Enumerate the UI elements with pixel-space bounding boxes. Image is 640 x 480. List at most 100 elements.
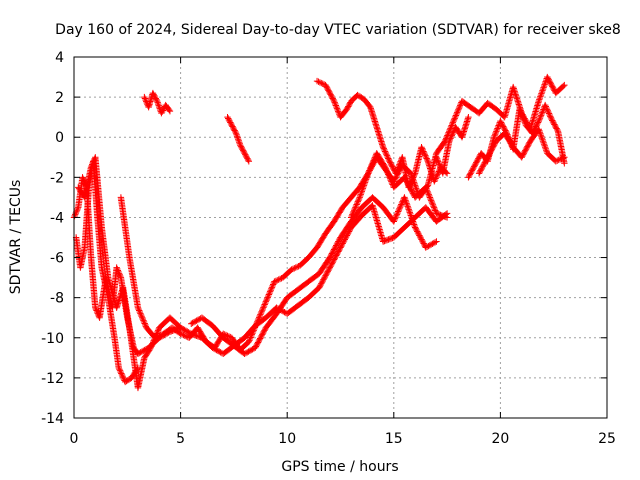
trail-marker [316,283,324,290]
trail-marker [349,211,356,218]
trail-marker [114,265,121,273]
trail-marker [480,162,487,169]
trail-marker [317,281,324,289]
trail-marker [343,232,351,239]
trail-marker [165,329,172,336]
trail-marker [555,156,562,164]
trail-marker [237,143,245,150]
trail-marker [446,136,454,144]
data-point [188,330,195,337]
trail-marker [359,185,367,192]
trail-marker [313,272,321,279]
trail-marker [190,331,198,338]
x-tick-label-3: 15 [385,431,403,447]
trail-marker [494,125,501,132]
trail-marker [231,127,238,134]
trail-marker [311,246,319,253]
trail-marker [319,277,326,285]
trail-marker [410,221,418,228]
y-tick-label-7: 0 [55,130,64,146]
trail-marker [440,140,447,147]
trail-marker [422,152,429,159]
trail-marker [554,157,561,164]
trail-marker [138,313,145,320]
trail-marker [125,376,133,383]
trail-marker [184,328,191,335]
trail-marker [442,211,450,218]
trail-marker [536,96,543,103]
trail-marker [450,116,458,123]
trail-marker [449,129,457,137]
data-point [326,264,334,271]
trail-marker [426,194,434,201]
trail-marker [226,117,233,125]
trail-marker [258,332,265,339]
trail-marker [433,172,441,179]
trail-marker [493,126,501,134]
trail-marker [336,245,343,253]
trail-marker [333,105,341,112]
trail-marker [358,188,366,195]
trail-marker [499,132,506,139]
trail-marker [546,77,553,85]
trail-marker [162,330,170,338]
trail-marker [224,332,231,339]
trail-marker [169,327,176,334]
trail-marker [383,151,390,158]
trail-marker [142,321,149,329]
trail-marker [455,105,463,112]
trail-marker [418,236,425,243]
trail-marker [403,201,411,209]
trail-marker [150,91,157,98]
trail-marker [152,95,159,102]
trail-marker [250,324,257,332]
trail-marker [407,212,415,219]
trail-marker [409,216,417,223]
trail-marker [134,302,141,310]
trail-marker [490,142,498,149]
trail-marker [269,282,276,290]
y-tick-label-5: -4 [50,210,64,226]
data-point [411,224,419,231]
trail-marker [334,108,342,115]
trail-marker [409,176,417,183]
trail-marker [254,340,261,347]
trail-marker [431,239,439,246]
trail-marker [464,115,472,122]
trail-marker [537,112,545,119]
trail-marker [264,294,271,301]
trail-marker [488,146,496,153]
trail-marker [339,240,346,247]
plot-frame [73,56,608,419]
trail-marker [360,183,367,191]
trail-marker [394,171,401,178]
trail-marker [539,109,546,116]
trail-marker [293,263,301,271]
trail-marker [540,84,547,91]
trail-marker [547,114,555,121]
trail-marker [364,171,371,179]
trail-marker [373,122,380,129]
trail-marker [193,317,200,324]
data-point [245,158,253,165]
trail-marker [286,268,293,275]
trail-marker [537,130,544,137]
trail-marker [227,120,235,128]
trail-marker [397,202,404,210]
trail-marker [549,117,556,124]
trail-marker [431,176,439,184]
trail-marker [365,168,373,176]
trail-marker [480,160,488,168]
trail-marker [259,305,267,313]
series-trace-i [313,77,451,191]
trail-marker [492,129,499,137]
trail-marker [394,170,402,177]
trail-marker [89,161,96,168]
trail-marker [178,325,186,332]
trail-marker [327,91,334,98]
trail-marker [539,85,547,93]
trail-marker [388,162,395,169]
trail-marker [468,167,476,174]
trail-marker [244,349,251,356]
trail-marker [328,261,335,269]
